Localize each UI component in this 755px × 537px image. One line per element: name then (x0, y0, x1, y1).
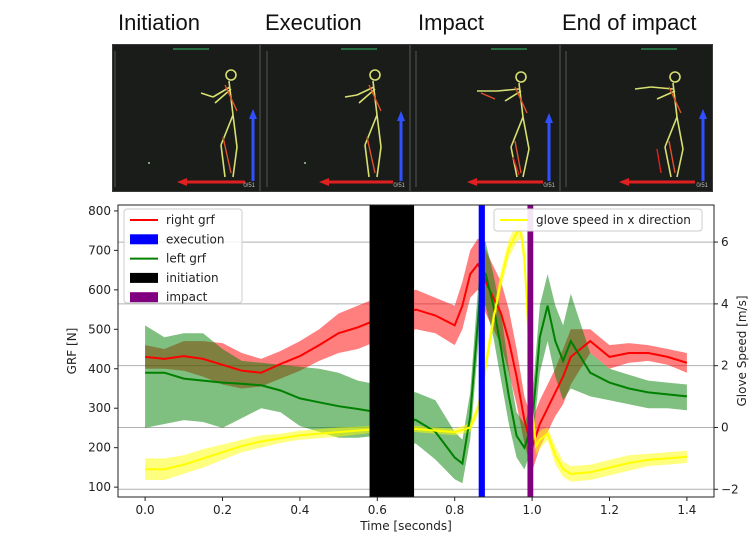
y2-tick-label: −2 (721, 482, 739, 496)
skeleton-figure (114, 48, 257, 187)
x-tick-label: 0.8 (445, 503, 464, 517)
band-right-grf (145, 238, 687, 472)
y-tick-label: 100 (88, 480, 111, 494)
skeleton-figure (266, 48, 405, 187)
legend-label: left grf (166, 252, 207, 266)
x-tick-label: 1.4 (677, 503, 696, 517)
y-tick-label: 400 (88, 362, 111, 376)
phase-panel-execution: 0/51 (260, 44, 410, 192)
y2-axis-label: Glove Speed [m/s] (735, 295, 749, 406)
x-tick-label: 0.4 (290, 503, 309, 517)
y-axis-label: GRF [N] (65, 328, 79, 375)
y2-tick-label: 4 (721, 297, 729, 311)
phase-panel-impact: 0/51 (410, 44, 560, 192)
panel-title-impact: Impact (418, 10, 485, 35)
skeleton-figure (565, 48, 707, 187)
phase-spans (369, 205, 534, 497)
frame-counter: 0/51 (243, 183, 255, 189)
skeleton-figure (415, 48, 553, 187)
x-tick-label: 0.2 (213, 503, 232, 517)
series-layer (144, 220, 688, 484)
y2-tick-label: 6 (721, 235, 729, 249)
y2-tick-label: 2 (721, 359, 729, 373)
frame-counter: 0/51 (393, 183, 405, 189)
phase-panels: Initiation Execution Impact End of impac… (107, 0, 713, 197)
legend-label: execution (166, 232, 224, 246)
line-left-grf (145, 267, 688, 466)
legend-swatch (130, 292, 158, 303)
phase-panel-end-of-impact: 0/51 (560, 44, 713, 192)
y-tick-label: 800 (88, 204, 111, 218)
legend-swatch (130, 234, 158, 245)
y-tick-label: 600 (88, 283, 111, 297)
line-right-grf (144, 262, 688, 452)
span-impact (527, 205, 534, 497)
legend-label: glove speed in x direction (536, 213, 691, 227)
axes: 0.0 0.2 0.4 0.6 0.8 1.0 1.2 1.4 100 200 300 400 500 6… (65, 204, 749, 533)
x-tick-label: 0.6 (368, 503, 387, 517)
legend-left: right grf execution left grf initiation impa… (123, 208, 243, 304)
legend-label: initiation (166, 271, 219, 285)
plot-frame (117, 204, 715, 498)
grf-chart: 0.0 0.2 0.4 0.6 0.8 1.0 1.2 1.4 100 200 300 400 500 6… (65, 204, 749, 533)
y2-tick-label: 0 (721, 420, 729, 434)
y-tick-label: 500 (88, 322, 111, 336)
legend-swatch (130, 272, 158, 283)
y-tick-label: 700 (88, 243, 111, 257)
y-tick-label: 200 (88, 441, 111, 455)
span-execution (478, 205, 485, 497)
panel-title-execution: Execution (265, 10, 362, 35)
line-glove-speed-in-x-direction (145, 227, 687, 475)
x-tick-label: 1.0 (523, 503, 542, 517)
panel-title-initiation: Initiation (118, 10, 200, 35)
legend-right-frame (493, 208, 703, 232)
panel-title-end-of-impact: End of impact (562, 10, 697, 35)
x-tick-label: 0.0 (136, 503, 155, 517)
legend-label: right grf (166, 213, 216, 227)
phase-panel-initiation: 0/51 (112, 44, 260, 192)
x-axis-label: Time [seconds] (359, 519, 452, 533)
frame-counter: 0/51 (543, 183, 555, 189)
band-left-grf (145, 238, 687, 484)
legend-right: glove speed in x direction (493, 208, 703, 232)
legend-label: impact (166, 290, 208, 304)
x-tick-label: 1.2 (600, 503, 619, 517)
span-initiation (369, 205, 415, 497)
frame-counter: 0/51 (696, 183, 708, 189)
y-tick-label: 300 (88, 401, 111, 415)
